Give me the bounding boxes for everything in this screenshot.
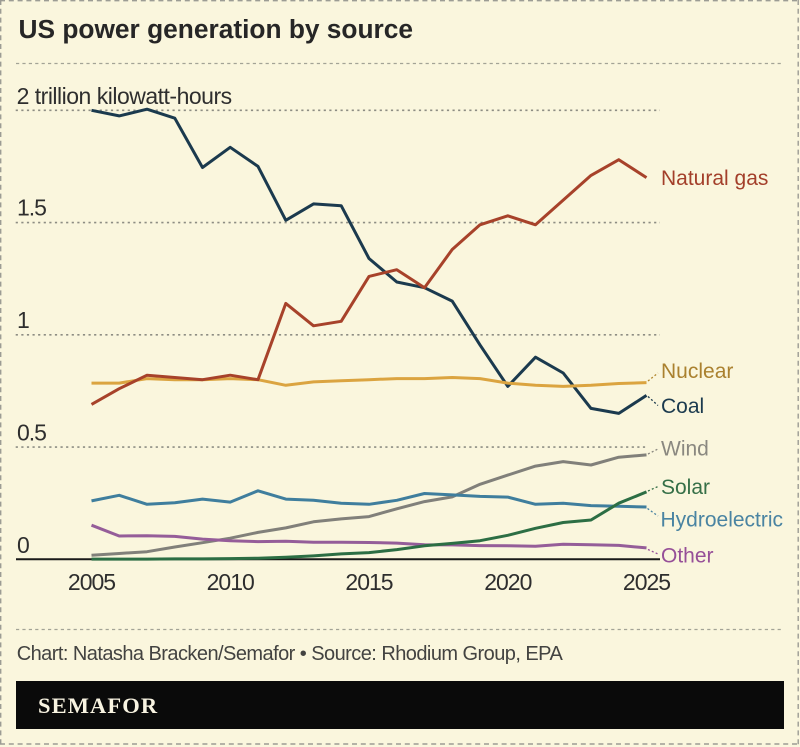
svg-text:Coal: Coal [661,395,704,418]
svg-text:Other: Other [661,545,714,568]
svg-text:2020: 2020 [484,569,531,595]
svg-text:2010: 2010 [207,569,254,595]
svg-text:Wind: Wind [661,438,709,461]
svg-text:2015: 2015 [345,569,392,595]
svg-text:Hydroelectric: Hydroelectric [661,509,784,532]
svg-text:2025: 2025 [623,569,670,595]
svg-text:Solar: Solar [661,476,710,499]
svg-text:0.5: 0.5 [17,419,46,445]
svg-text:0: 0 [17,532,29,558]
svg-text:2 trillion kilowatt-hours: 2 trillion kilowatt-hours [17,83,232,109]
svg-text:2005: 2005 [68,569,115,595]
svg-text:1.5: 1.5 [17,195,46,221]
svg-text:US power generation by source: US power generation by source [19,14,414,44]
svg-text:Natural gas: Natural gas [661,167,768,190]
svg-text:Chart: Natasha Bracken/Semafor: Chart: Natasha Bracken/Semafor • Source:… [17,643,564,665]
svg-text:1: 1 [17,307,29,333]
svg-text:SEMAFOR: SEMAFOR [38,693,158,718]
svg-text:Nuclear: Nuclear [661,360,733,383]
